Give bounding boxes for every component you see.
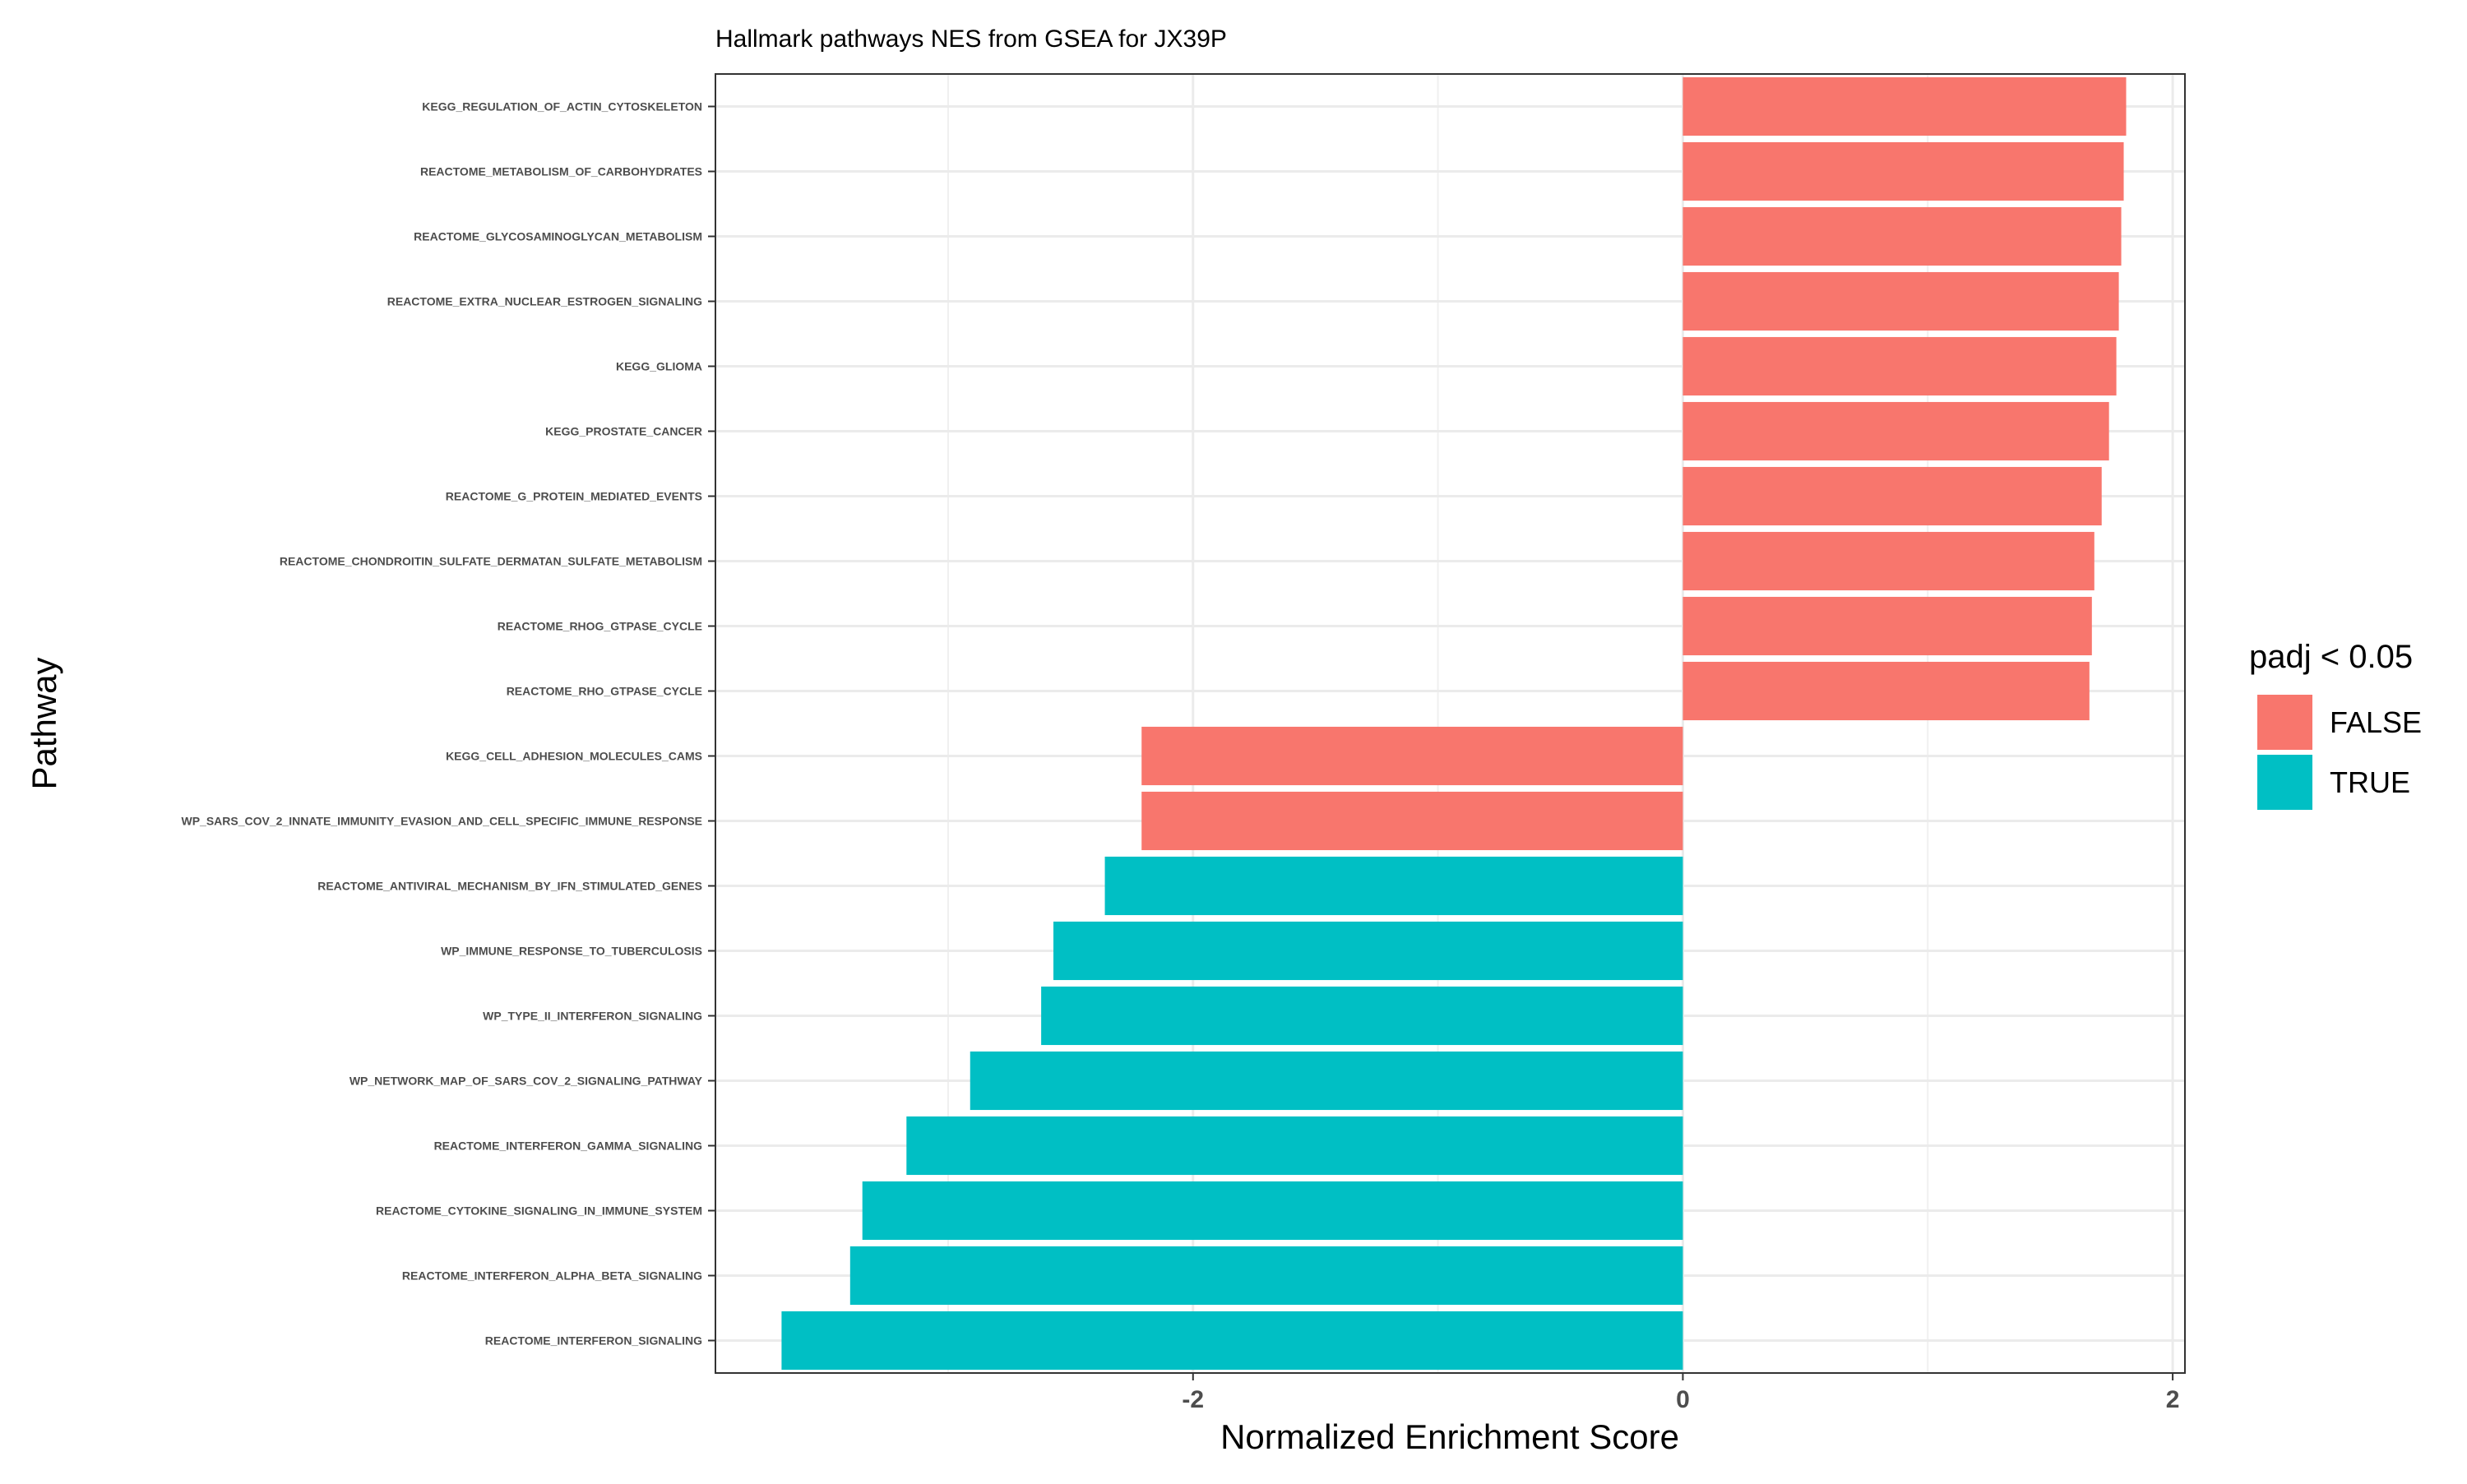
bar [1141, 726, 1683, 786]
bar [970, 1051, 1683, 1111]
y-tick-label: WP_SARS_COV_2_INNATE_IMMUNITY_EVASION_AN… [182, 815, 703, 828]
bar [1053, 921, 1683, 981]
y-tick-label: KEGG_GLIOMA [616, 360, 702, 373]
x-tick-label: -2 [1182, 1386, 1204, 1413]
y-tick-label: REACTOME_CHONDROITIN_SULFATE_DERMATAN_SU… [280, 555, 702, 568]
y-tick-label: REACTOME_RHO_GTPASE_CYCLE [507, 685, 702, 698]
y-tick-label: WP_IMMUNE_RESPONSE_TO_TUBERCULOSIS [441, 945, 702, 958]
y-tick-label: REACTOME_INTERFERON_ALPHA_BETA_SIGNALING [402, 1269, 702, 1283]
legend-label: FALSE [2330, 705, 2422, 739]
y-axis: KEGG_REGULATION_OF_ACTIN_CYTOSKELETON REA… [182, 100, 715, 1348]
bar [862, 1181, 1683, 1241]
bar [1682, 466, 2102, 526]
bar [906, 1116, 1683, 1176]
y-tick-label: REACTOME_INTERFERON_GAMMA_SIGNALING [434, 1140, 703, 1153]
y-tick-label: REACTOME_METABOLISM_OF_CARBOHYDRATES [420, 165, 702, 178]
bar [781, 1311, 1683, 1371]
chart-title: Hallmark pathways NES from GSEA for JX39… [715, 25, 1227, 53]
bar [1682, 336, 2117, 396]
bar [1682, 141, 2124, 201]
bar [1682, 661, 2090, 721]
x-axis-title: Normalized Enrichment Score [1220, 1417, 1679, 1456]
y-tick-label: KEGG_PROSTATE_CANCER [545, 425, 702, 438]
bar [1682, 271, 2119, 331]
y-tick-label: REACTOME_CYTOKINE_SIGNALING_IN_IMMUNE_SY… [376, 1204, 702, 1218]
panel-border [715, 73, 2186, 1374]
y-tick-label: REACTOME_G_PROTEIN_MEDIATED_EVENTS [446, 490, 702, 503]
bar [1682, 206, 2122, 266]
legend-key [2257, 695, 2312, 750]
y-tick-label: WP_NETWORK_MAP_OF_SARS_COV_2_SIGNALING_P… [349, 1075, 703, 1088]
y-tick-label: KEGG_REGULATION_OF_ACTIN_CYTOSKELETON [422, 100, 702, 113]
bars-layer [781, 76, 2127, 1371]
bar [1682, 401, 2109, 461]
bar [1104, 856, 1683, 916]
y-tick-label: WP_TYPE_II_INTERFERON_SIGNALING [483, 1010, 702, 1023]
y-tick-label: REACTOME_RHOG_GTPASE_CYCLE [498, 620, 702, 633]
legend-title: padj < 0.05 [2249, 639, 2413, 675]
legend-label: TRUE [2330, 765, 2410, 799]
bar [1041, 986, 1683, 1046]
y-tick-label: KEGG_CELL_ADHESION_MOLECULES_CAMS [446, 750, 702, 763]
legend-key [2257, 755, 2312, 810]
bar [1682, 531, 2094, 591]
y-tick-label: REACTOME_INTERFERON_SIGNALING [485, 1334, 702, 1348]
x-axis: -2 0 2 [1182, 1373, 2179, 1413]
legend: padj < 0.05 FALSE TRUE [2249, 639, 2422, 810]
bar [849, 1246, 1683, 1306]
y-axis-title: Pathway [25, 657, 63, 789]
bar [1682, 76, 2127, 136]
bar [1682, 596, 2092, 656]
bar [1141, 791, 1683, 851]
x-tick-label: 2 [2166, 1386, 2180, 1413]
y-tick-label: REACTOME_EXTRA_NUCLEAR_ESTROGEN_SIGNALIN… [387, 295, 702, 308]
x-tick-label: 0 [1676, 1386, 1690, 1413]
y-tick-label: REACTOME_ANTIVIRAL_MECHANISM_BY_IFN_STIM… [317, 880, 702, 893]
y-tick-label: REACTOME_GLYCOSAMINOGLYCAN_METABOLISM [414, 230, 702, 243]
